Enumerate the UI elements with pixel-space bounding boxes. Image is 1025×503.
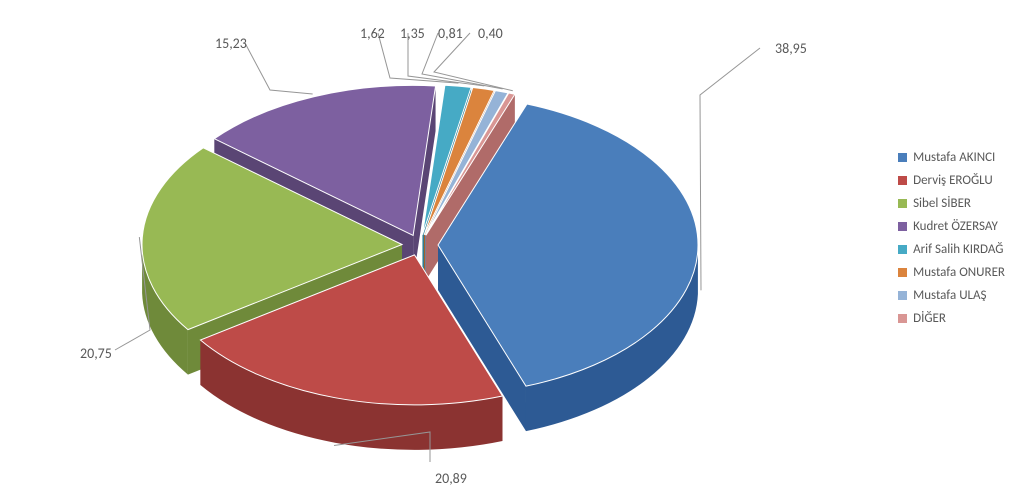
pie-chart-svg bbox=[0, 0, 1025, 503]
data-label: 1,35 bbox=[400, 25, 425, 42]
legend-label: Sibel SİBER bbox=[913, 196, 971, 211]
chart-legend: Mustafa AKINCI Derviş EROĞLU Sibel SİBER Ku… bbox=[898, 150, 1005, 334]
legend-label: Mustafa AKINCI bbox=[913, 150, 995, 165]
data-label: 20,89 bbox=[435, 470, 467, 487]
legend-label: DİĞER bbox=[913, 311, 946, 326]
legend-marker bbox=[898, 314, 907, 323]
data-label: 38,95 bbox=[775, 40, 807, 57]
data-label: 1,62 bbox=[360, 25, 385, 42]
legend-label: Mustafa ONURER bbox=[913, 265, 1005, 280]
legend-marker bbox=[898, 291, 907, 300]
data-label: 15,23 bbox=[215, 35, 247, 52]
legend-marker bbox=[898, 245, 907, 254]
legend-marker bbox=[898, 268, 907, 277]
legend-label: Mustafa ULAŞ bbox=[913, 288, 986, 303]
legend-marker bbox=[898, 222, 907, 231]
legend-item: Mustafa ONURER bbox=[898, 265, 1005, 280]
legend-item: DİĞER bbox=[898, 311, 1005, 326]
legend-label: Derviş EROĞLU bbox=[913, 173, 993, 188]
legend-item: Derviş EROĞLU bbox=[898, 173, 1005, 188]
legend-label: Kudret ÖZERSAY bbox=[913, 219, 998, 234]
legend-item: Mustafa AKINCI bbox=[898, 150, 1005, 165]
legend-label: Arif Salih KIRDAĞ bbox=[913, 242, 1003, 257]
legend-item: Arif Salih KIRDAĞ bbox=[898, 242, 1005, 257]
data-label: 0,81 bbox=[438, 25, 463, 42]
leader-line bbox=[245, 43, 313, 94]
leader-line bbox=[700, 48, 760, 290]
legend-marker bbox=[898, 199, 907, 208]
legend-item: Sibel SİBER bbox=[898, 196, 1005, 211]
legend-item: Mustafa ULAŞ bbox=[898, 288, 1005, 303]
pie-chart-container: Mustafa AKINCI Derviş EROĞLU Sibel SİBER Ku… bbox=[0, 0, 1025, 503]
data-label: 0,40 bbox=[478, 25, 503, 42]
legend-marker bbox=[898, 176, 907, 185]
legend-marker bbox=[898, 153, 907, 162]
data-label: 20,75 bbox=[80, 345, 112, 362]
legend-item: Kudret ÖZERSAY bbox=[898, 219, 1005, 234]
